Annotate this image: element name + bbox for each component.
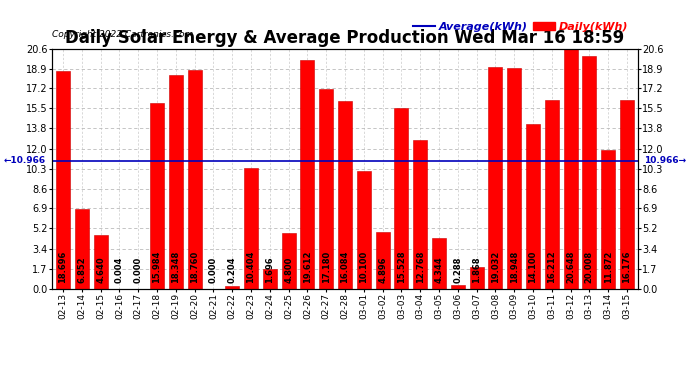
Bar [526,124,540,289]
Title: Daily Solar Energy & Average Production Wed Mar 16 18:59: Daily Solar Energy & Average Production … [66,29,624,47]
Text: 0.204: 0.204 [228,256,237,283]
Bar [188,70,201,289]
Bar [564,48,578,289]
Bar [263,269,277,289]
Bar [150,102,164,289]
Text: 19.032: 19.032 [491,251,500,283]
Text: 18.348: 18.348 [171,251,180,283]
Text: 19.612: 19.612 [303,251,312,283]
Text: 0.288: 0.288 [453,256,462,283]
Text: 15.528: 15.528 [397,251,406,283]
Text: 10.100: 10.100 [359,251,368,283]
Bar [413,140,427,289]
Bar [300,60,315,289]
Text: 1.868: 1.868 [472,256,481,283]
Bar [94,235,108,289]
Bar [582,56,596,289]
Bar [432,238,446,289]
Text: 20.008: 20.008 [585,251,594,283]
Bar [601,150,615,289]
Text: 12.768: 12.768 [415,251,424,283]
Text: 17.180: 17.180 [322,251,331,283]
Text: 18.760: 18.760 [190,251,199,283]
Text: 4.640: 4.640 [96,256,105,283]
Text: 16.212: 16.212 [547,250,556,283]
Text: 0.000: 0.000 [209,256,218,283]
Text: Copyright 2022 Cartronics.com: Copyright 2022 Cartronics.com [52,30,193,39]
Text: 18.696: 18.696 [59,251,68,283]
Text: 16.084: 16.084 [340,251,350,283]
Bar [395,108,408,289]
Text: 4.800: 4.800 [284,256,293,283]
Text: 4.896: 4.896 [378,256,387,283]
Bar [469,267,484,289]
Text: 15.984: 15.984 [152,251,161,283]
Bar [489,67,502,289]
Text: 14.100: 14.100 [529,251,538,283]
Text: 16.176: 16.176 [622,251,631,283]
Text: ←10.966: ←10.966 [3,156,46,165]
Text: 4.344: 4.344 [435,256,444,283]
Bar [620,100,634,289]
Bar [282,233,295,289]
Bar [169,75,183,289]
Text: 1.696: 1.696 [266,256,275,283]
Text: 6.852: 6.852 [77,256,86,283]
Bar [507,68,521,289]
Bar [319,88,333,289]
Bar [375,232,390,289]
Bar [56,71,70,289]
Legend: Average(kWh), Daily(kWh): Average(kWh), Daily(kWh) [408,17,633,36]
Text: 20.648: 20.648 [566,251,575,283]
Text: 18.948: 18.948 [510,251,519,283]
Text: 0.000: 0.000 [134,256,143,283]
Bar [338,101,352,289]
Bar [451,285,465,289]
Bar [75,209,89,289]
Text: 11.872: 11.872 [604,251,613,283]
Bar [544,100,559,289]
Text: 10.404: 10.404 [246,251,255,283]
Text: 0.004: 0.004 [115,256,124,283]
Bar [225,286,239,289]
Bar [244,168,258,289]
Bar [357,171,371,289]
Text: 10.966→: 10.966→ [644,156,687,165]
